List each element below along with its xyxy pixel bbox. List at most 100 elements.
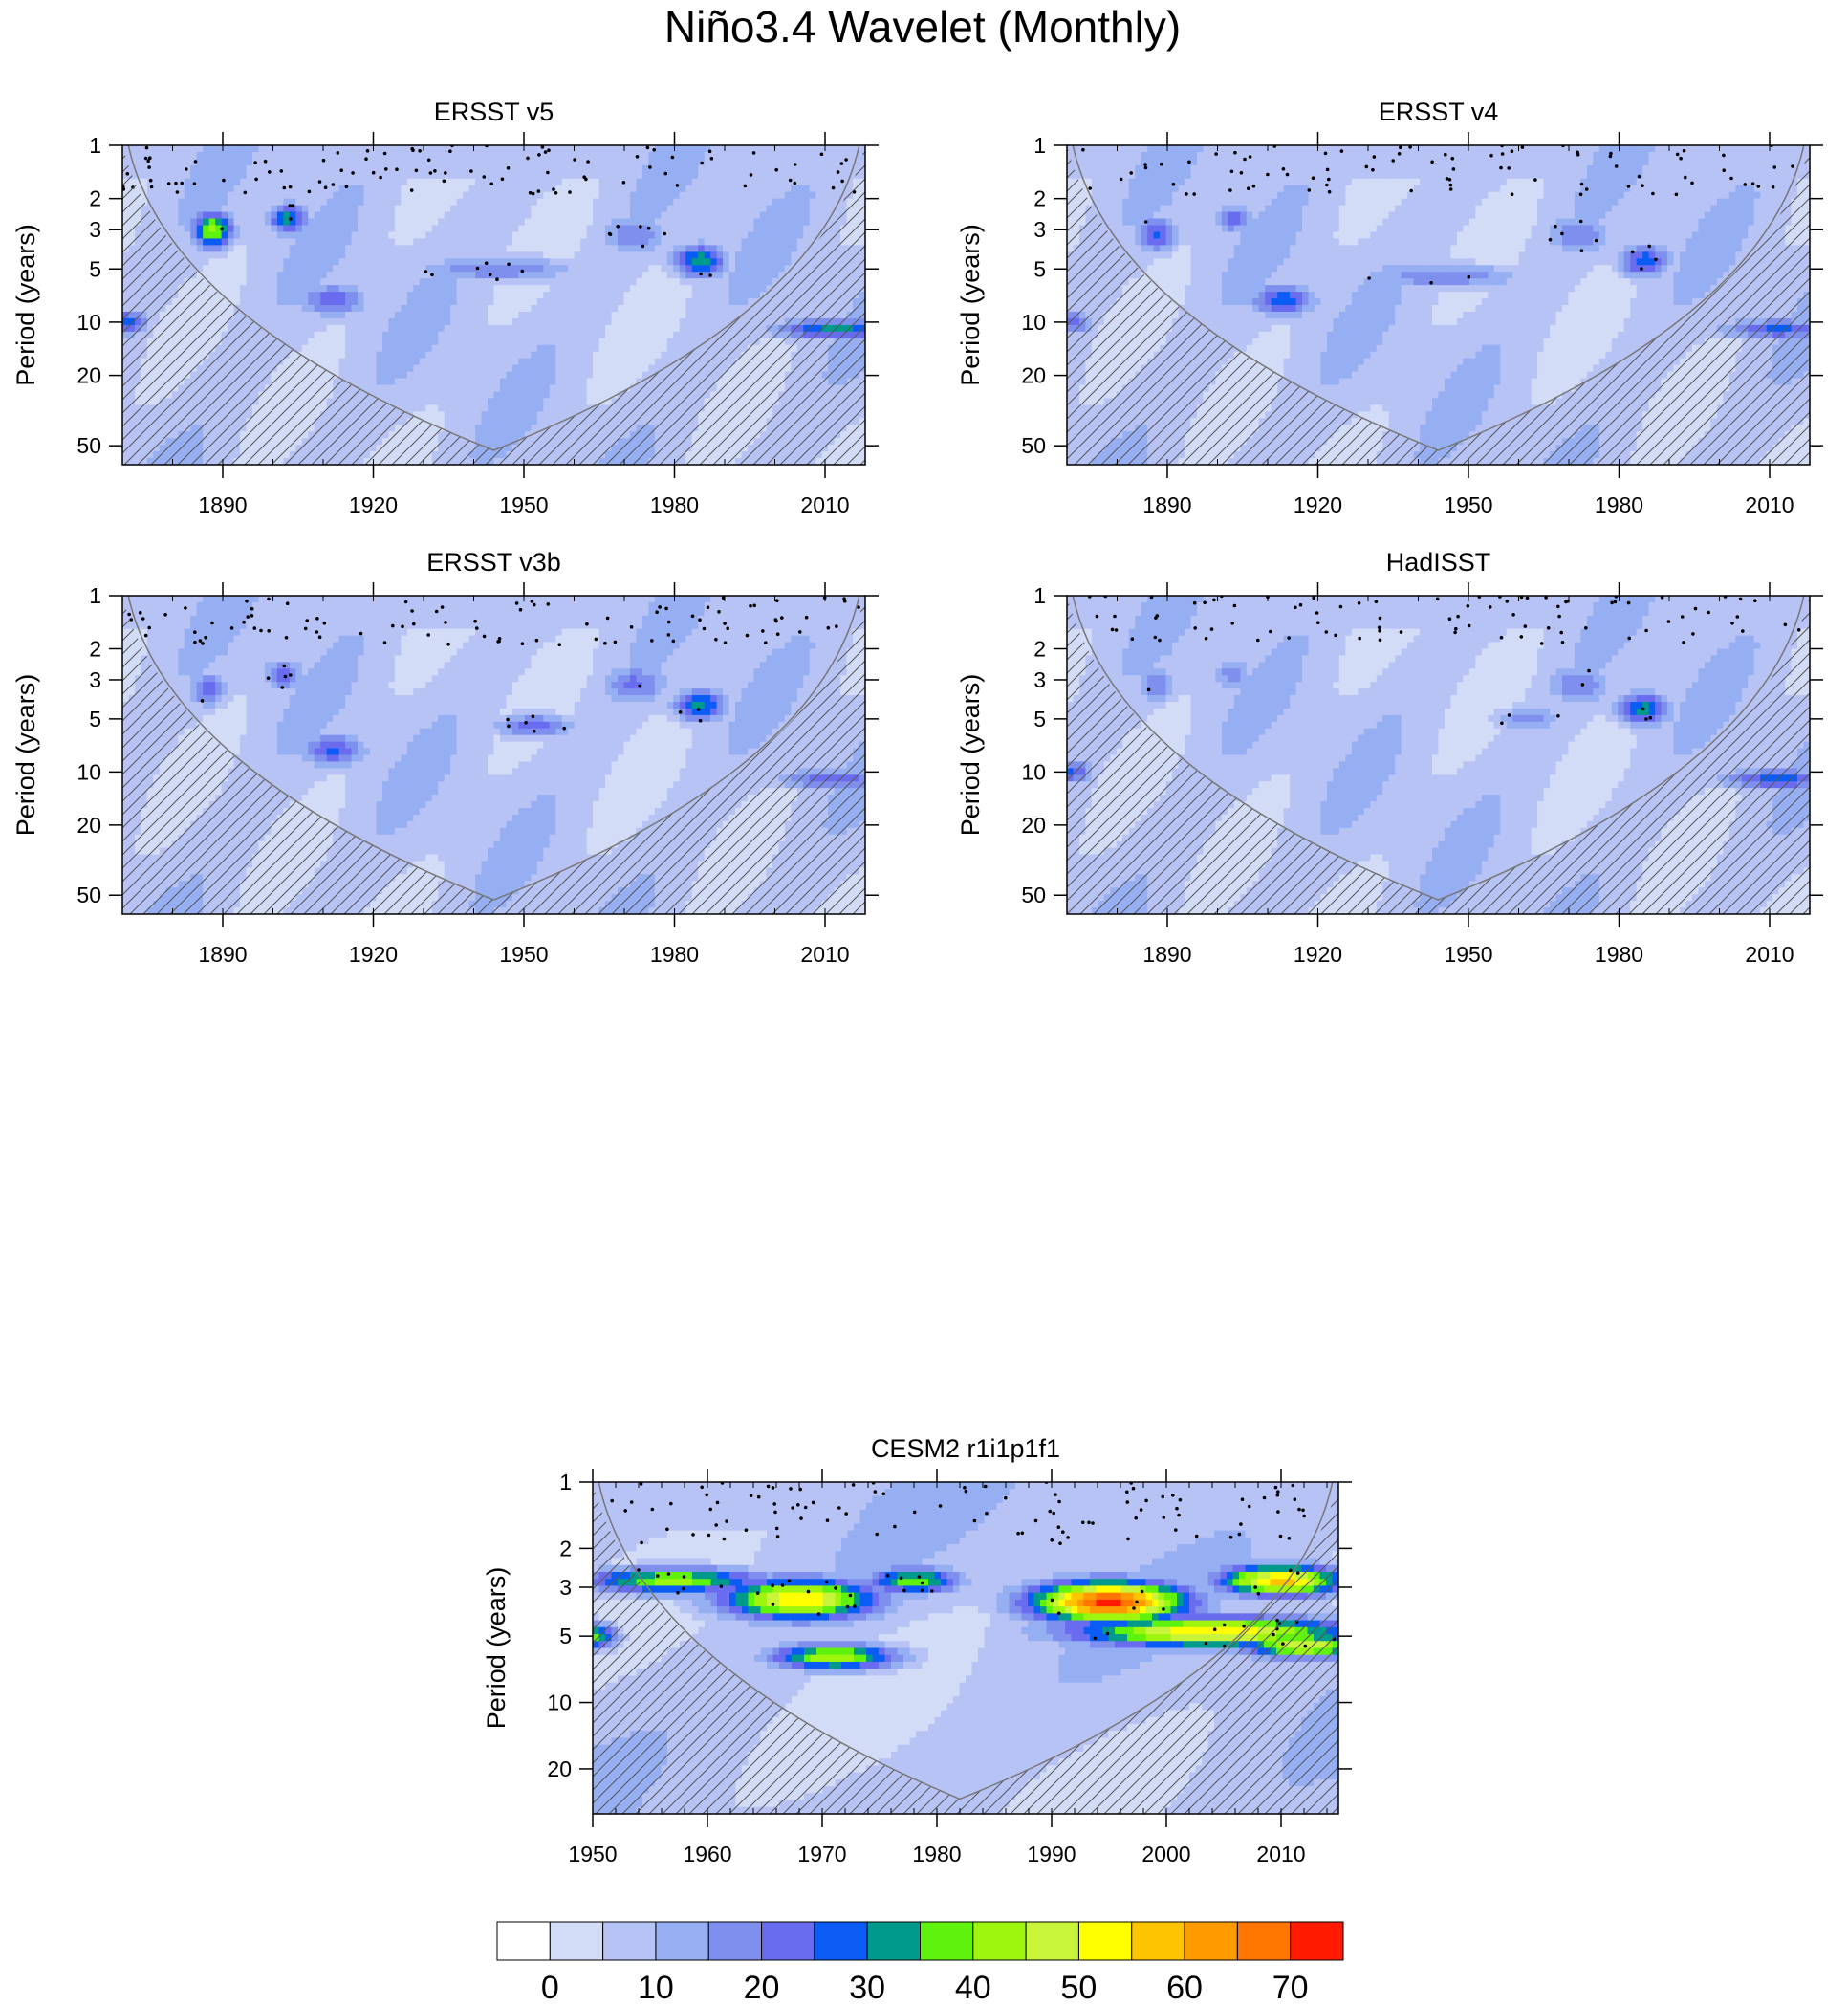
power-cell bbox=[753, 191, 761, 200]
power-cell bbox=[295, 164, 303, 173]
power-cell bbox=[586, 371, 594, 380]
power-cell bbox=[295, 145, 303, 153]
power-cell bbox=[438, 258, 446, 266]
power-cell bbox=[593, 205, 600, 213]
power-cell bbox=[481, 151, 489, 160]
power-cell bbox=[623, 185, 631, 193]
power-cell bbox=[511, 285, 519, 293]
power-cell bbox=[543, 145, 551, 153]
power-cell bbox=[264, 231, 272, 240]
power-cell bbox=[679, 225, 686, 233]
power-cell bbox=[228, 151, 235, 160]
power-cell bbox=[821, 225, 829, 233]
power-cell bbox=[679, 205, 686, 213]
power-cell bbox=[203, 198, 210, 207]
power-cell bbox=[251, 211, 260, 220]
power-cell bbox=[351, 218, 359, 227]
power-cell bbox=[623, 178, 631, 186]
power-cell bbox=[413, 378, 421, 386]
power-cell bbox=[203, 272, 210, 279]
power-cell bbox=[561, 272, 569, 279]
power-cell bbox=[593, 265, 600, 273]
power-cell bbox=[456, 265, 464, 273]
power-cell bbox=[561, 198, 569, 207]
power-cell bbox=[518, 364, 526, 373]
power-cell bbox=[666, 245, 674, 252]
power-cell bbox=[190, 218, 198, 227]
power-cell bbox=[333, 191, 340, 200]
power-cell bbox=[605, 198, 613, 207]
power-cell bbox=[276, 145, 284, 153]
power-cell bbox=[499, 218, 508, 227]
power-cell bbox=[710, 265, 718, 273]
power-cell bbox=[809, 145, 816, 153]
power-cell bbox=[531, 398, 538, 405]
power-cell bbox=[456, 344, 464, 353]
power-cell bbox=[766, 225, 773, 233]
power-cell bbox=[401, 272, 408, 279]
power-cell bbox=[468, 211, 476, 220]
power-cell bbox=[518, 211, 526, 220]
power-cell bbox=[388, 331, 396, 339]
power-cell bbox=[141, 191, 148, 200]
power-cell bbox=[778, 185, 786, 193]
power-cell bbox=[679, 178, 686, 186]
power-cell bbox=[165, 145, 173, 153]
power-cell bbox=[747, 158, 755, 166]
power-cell bbox=[803, 185, 811, 193]
power-cell bbox=[791, 218, 798, 227]
power-cell bbox=[524, 418, 532, 425]
power-cell bbox=[759, 231, 767, 240]
power-cell bbox=[561, 211, 569, 220]
power-cell bbox=[196, 171, 204, 180]
power-cell bbox=[666, 285, 674, 293]
power-cell bbox=[561, 378, 569, 386]
power-cell bbox=[351, 164, 359, 173]
power-cell bbox=[388, 272, 396, 279]
power-cell bbox=[753, 278, 761, 286]
power-cell bbox=[463, 258, 470, 266]
power-cell bbox=[536, 164, 544, 173]
power-cell bbox=[691, 151, 699, 160]
power-cell bbox=[351, 258, 359, 266]
power-cell bbox=[251, 178, 260, 186]
power-cell bbox=[704, 278, 711, 286]
power-cell bbox=[363, 324, 371, 333]
power-cell bbox=[580, 231, 588, 240]
power-cell bbox=[203, 211, 210, 220]
power-cell bbox=[710, 171, 718, 180]
power-cell bbox=[741, 258, 749, 266]
power-cell bbox=[431, 251, 439, 259]
power-cell bbox=[376, 158, 383, 166]
power-cell bbox=[481, 218, 489, 227]
power-cell bbox=[450, 378, 458, 386]
power-cell bbox=[363, 151, 371, 160]
power-cell bbox=[543, 378, 551, 386]
power-cell bbox=[735, 185, 743, 193]
power-cell bbox=[444, 238, 451, 246]
power-cell bbox=[555, 398, 563, 405]
power-cell bbox=[351, 151, 359, 160]
power-cell bbox=[401, 251, 408, 259]
power-cell bbox=[488, 305, 495, 313]
power-cell bbox=[605, 191, 613, 200]
power-cell bbox=[524, 218, 532, 227]
power-cell bbox=[641, 218, 649, 227]
power-cell bbox=[673, 305, 681, 313]
power-cell bbox=[661, 178, 668, 186]
power-cell bbox=[438, 164, 446, 173]
power-cell bbox=[654, 218, 662, 227]
power-cell bbox=[493, 324, 501, 333]
power-cell bbox=[450, 384, 458, 393]
power-cell bbox=[493, 178, 501, 186]
power-cell bbox=[228, 238, 235, 246]
power-cell bbox=[641, 317, 649, 326]
power-cell bbox=[468, 205, 476, 213]
power-cell bbox=[815, 218, 823, 227]
power-cell bbox=[710, 317, 718, 326]
power-cell bbox=[406, 278, 414, 286]
power-cell bbox=[190, 185, 198, 193]
power-cell bbox=[735, 198, 743, 207]
power-cell bbox=[759, 278, 767, 286]
power-cell bbox=[654, 358, 662, 366]
